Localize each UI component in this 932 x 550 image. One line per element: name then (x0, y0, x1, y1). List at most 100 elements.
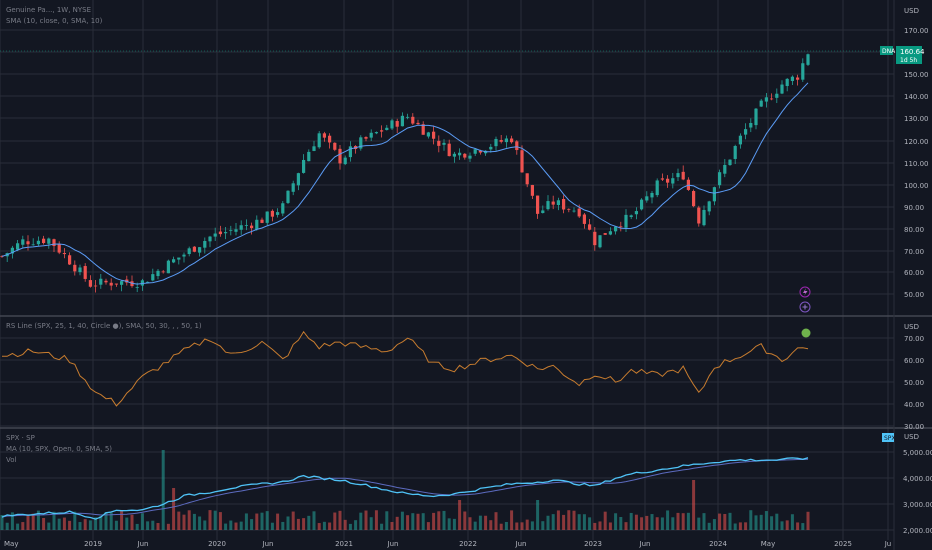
candle-body (608, 231, 612, 235)
spx-currency[interactable]: USD (904, 433, 919, 441)
rs-legend[interactable]: RS Line (SPX, 25, 1, 40, Circle ●), SMA,… (6, 322, 202, 330)
volume-bar (504, 521, 508, 530)
spx-axis-ticks[interactable]: 5,000.00 4,000.00 3,000.00 2,000.00 (903, 449, 932, 535)
candle-body (21, 239, 25, 245)
volume-bar (764, 511, 768, 530)
candle-body (437, 140, 441, 146)
candle-body (759, 100, 763, 107)
volume-bar (322, 521, 326, 530)
candle-body (406, 116, 410, 118)
candle-body (520, 150, 524, 173)
candle-body (88, 280, 92, 287)
volume-bar (343, 519, 347, 530)
candle-body (140, 280, 144, 286)
volume-bar (286, 516, 290, 530)
candle-body (530, 185, 534, 196)
rs-new-high-dot[interactable] (801, 328, 811, 338)
price-currency[interactable]: USD (904, 7, 919, 15)
volume-bar (156, 523, 160, 530)
candle-body (395, 121, 399, 127)
volume-bar (733, 523, 737, 530)
volume-bar (380, 523, 384, 530)
volume-bar (759, 514, 763, 530)
price-axis-ticks[interactable]: 170.00 150.00 140.00 130.00 120.00 110.00 100.… (904, 27, 929, 299)
time-axis[interactable]: May 2019 Jun 2020 Jun 2021 Jun 2022 Jun 2023 Jun 20… (4, 540, 891, 548)
lightning-icon[interactable] (799, 286, 811, 298)
plus-icon[interactable] (799, 301, 811, 313)
candle-body (411, 116, 415, 124)
candle-body (166, 260, 170, 274)
candle-body (359, 137, 363, 149)
candle-body (307, 151, 311, 162)
time-tick-label: Jun (639, 540, 651, 548)
candle-body (447, 143, 451, 157)
candle-body (172, 259, 176, 263)
candle-body (343, 157, 347, 165)
volume-bar (208, 510, 212, 530)
price-legend-symbol[interactable]: Genuine Pa..., 1W, NYSE (6, 6, 91, 14)
candle-body (790, 76, 794, 82)
candle-body (546, 201, 550, 210)
volume-bar (780, 521, 784, 530)
candle-body (692, 191, 696, 207)
spx-legend-vol[interactable]: Vol (6, 456, 17, 464)
candle-body (494, 138, 498, 147)
candle-body (203, 240, 207, 248)
candle-body (541, 210, 545, 213)
volume-bars (0, 450, 810, 530)
candle-body (556, 200, 560, 206)
volume-bar (166, 523, 170, 530)
rs-currency[interactable]: USD (904, 323, 919, 331)
volume-bar (676, 512, 680, 530)
price-tick-label: 50.00 (904, 291, 924, 299)
spx-legend-symbol[interactable]: SPX · SP (6, 434, 35, 442)
volume-bar (42, 517, 46, 530)
candle-body (504, 138, 508, 143)
candle-body (198, 247, 202, 253)
candle-body (224, 232, 228, 234)
volume-bar (785, 520, 789, 530)
volume-bar (57, 518, 61, 530)
candle-body (250, 225, 254, 229)
volume-bar (707, 522, 711, 530)
candle-body (775, 93, 779, 98)
volume-bar (437, 511, 441, 530)
time-tick-label: May (761, 540, 775, 548)
volume-bar (806, 511, 810, 530)
time-tick-label: Jun (262, 540, 274, 548)
volume-bar (608, 522, 612, 530)
volume-bar (10, 512, 14, 530)
candle-body (364, 137, 368, 139)
candle-body (156, 270, 160, 277)
price-candles[interactable] (0, 53, 810, 293)
volume-bar (484, 515, 488, 530)
candle-body (187, 248, 191, 255)
volume-bar (650, 514, 654, 530)
candle-body (52, 239, 56, 247)
volume-bar (551, 514, 555, 530)
rs-tick-label: 30.00 (904, 423, 924, 431)
volume-bar (307, 515, 311, 530)
candle-body (291, 183, 295, 192)
volume-bar (88, 520, 92, 530)
candle-body (68, 255, 72, 265)
rs-axis-ticks[interactable]: 70.00 60.00 50.00 40.00 30.00 (904, 335, 924, 431)
candle-body (47, 238, 51, 244)
volume-bar (260, 512, 264, 530)
spx-legend-ma[interactable]: MA (10, SPX, Open, 0, SMA, 5) (6, 445, 112, 453)
price-legend-sma[interactable]: SMA (10, close, 0, SMA, 10) (6, 17, 103, 25)
candle-body (567, 208, 571, 210)
volume-bar (130, 514, 134, 530)
volume-bar (374, 510, 378, 530)
volume-bar (520, 522, 524, 530)
price-tick-label: 150.00 (904, 71, 929, 79)
volume-bar (530, 521, 534, 530)
volume-bar (265, 511, 269, 530)
candle-body (598, 235, 602, 248)
candle-body (619, 226, 623, 228)
candle-body (10, 247, 14, 254)
candle-body (499, 140, 503, 142)
candle-body (276, 212, 280, 215)
volume-bar (567, 510, 571, 530)
